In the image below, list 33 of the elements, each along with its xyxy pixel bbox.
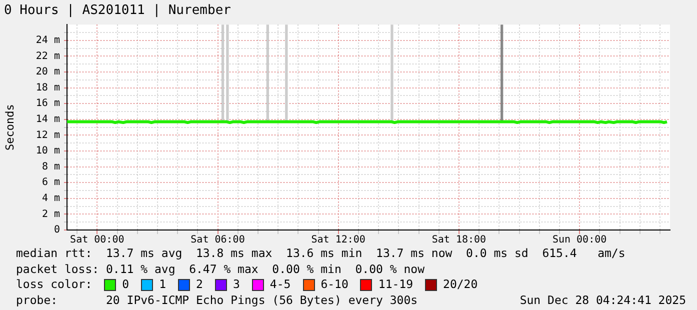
y-axis-title: Seconds: [3, 104, 16, 150]
y-tick-label: 0: [54, 224, 60, 236]
y-tick-label: 2 m: [42, 208, 60, 220]
text: packet loss: 0.11 % avg 6.47 % max 0.00 % min 0.00 % now: [16, 262, 426, 277]
legend-label: 0: [122, 277, 130, 292]
y-tick-label: 18 m: [36, 82, 60, 94]
text: median rtt: 13.7 ms avg 13.8 ms max 13.6 ms min 13.7 ms now 0.0 ms sd 615.4 am/s: [16, 246, 626, 262]
text: loss color:: [16, 277, 92, 292]
y-tick-label: 22 m: [36, 50, 60, 62]
legend-label: 20/20: [443, 277, 478, 292]
legend-label: 3: [232, 277, 240, 292]
x-tick-label: Sat 06:00: [190, 234, 245, 246]
legend-label: 2: [196, 277, 203, 292]
y-tick-label: 6 m: [42, 177, 60, 188]
y-tick-label: 16 m: [36, 98, 60, 110]
legend-label: 11-19: [378, 277, 414, 292]
y-tick-label: 14 m: [36, 114, 60, 125]
text: Sun Dec 28 04:24:41 2025: [520, 292, 686, 308]
x-tick-label: Sat 00:00: [70, 234, 124, 246]
legend-label: 1: [159, 277, 166, 292]
y-tick-label: 8 m: [42, 161, 60, 172]
x-tick-label: Sun 00:00: [552, 234, 607, 246]
y-tick-label: 20 m: [36, 66, 60, 78]
text: probe: 20 IPv6-ICMP Echo Pings (56 Bytes) every 300s: [16, 292, 418, 308]
y-tick-label: 4 m: [42, 192, 60, 204]
y-tick-label: 10 m: [36, 146, 60, 157]
y-tick-label: 12 m: [36, 130, 60, 141]
legend-label: 6-10: [320, 277, 348, 292]
legend-label: 4-5: [270, 277, 291, 292]
chart-title: 0 Hours | AS201011 | Nurember: [4, 3, 232, 18]
x-tick-label: Sat 12:00: [311, 234, 366, 246]
y-tick-label: 24 m: [36, 34, 60, 46]
x-tick-label: Sat 18:00: [432, 234, 486, 246]
